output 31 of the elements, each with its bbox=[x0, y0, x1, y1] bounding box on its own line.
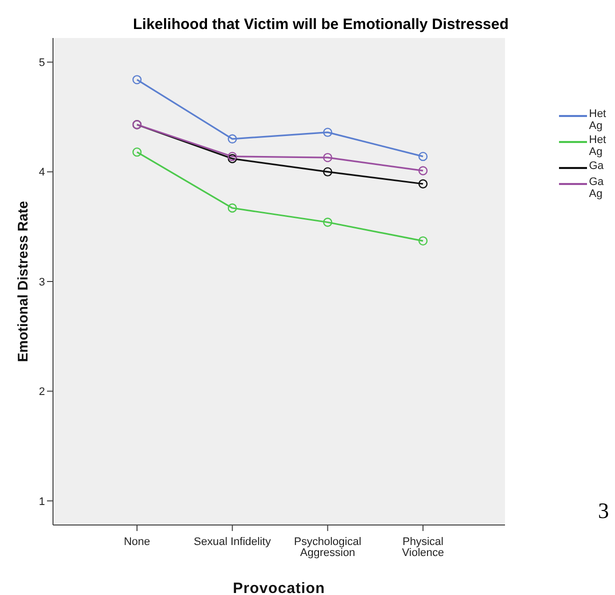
x-axis-title: Provocation bbox=[232, 580, 326, 595]
x-tick-label: Physical Violence bbox=[402, 536, 444, 559]
y-tick-label: 4 bbox=[38, 166, 45, 179]
text: 3 bbox=[598, 498, 609, 524]
point bbox=[418, 152, 428, 162]
point bbox=[132, 147, 142, 157]
x-tick-label: None bbox=[124, 536, 150, 548]
chart-title: Likelihood that Victim will be Emotionally Distressed bbox=[133, 16, 509, 33]
point bbox=[323, 152, 332, 162]
point bbox=[228, 203, 237, 213]
x-tick-label: Psychological Aggression bbox=[294, 536, 362, 559]
point bbox=[418, 166, 428, 176]
point bbox=[228, 134, 237, 144]
legend-label: Het Ag bbox=[589, 108, 607, 132]
point bbox=[228, 154, 237, 164]
y-axis-title: Emotional Distress Rate bbox=[14, 200, 31, 362]
y-tick-label: 1 bbox=[38, 496, 45, 508]
point bbox=[323, 128, 332, 137]
y-tick-label: 3 bbox=[38, 276, 45, 288]
point bbox=[323, 167, 332, 176]
legend-label: Het Ag bbox=[589, 134, 607, 158]
x-tick-label: Sexual Infidelity bbox=[194, 536, 272, 548]
point bbox=[323, 218, 332, 227]
point bbox=[228, 152, 237, 162]
point bbox=[418, 179, 428, 188]
y-tick-label: 5 bbox=[38, 57, 45, 70]
legend-label: Ga bbox=[589, 160, 605, 172]
y-tick-label: 2 bbox=[38, 386, 45, 398]
point bbox=[132, 75, 142, 84]
point bbox=[418, 236, 428, 246]
legend-label: Ga Ag bbox=[589, 176, 605, 200]
